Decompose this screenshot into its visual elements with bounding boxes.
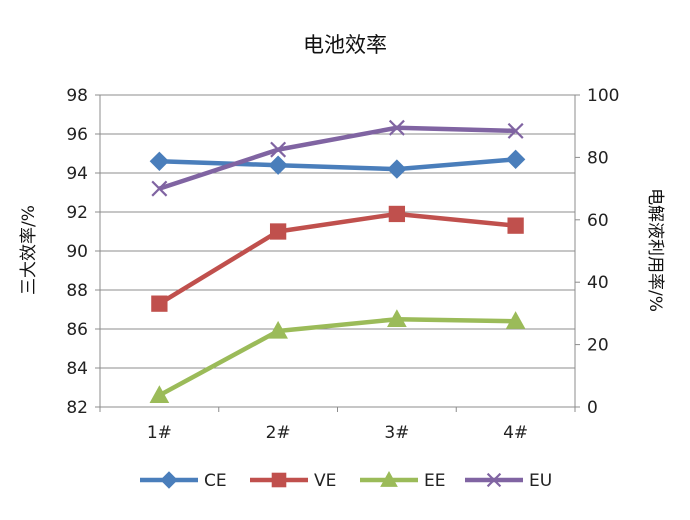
right-tick-label: 100 <box>587 86 619 106</box>
legend-item-CE: CE <box>140 471 227 491</box>
legend-item-EE: EE <box>360 470 445 491</box>
data-point-marker <box>160 471 178 489</box>
series-CE <box>149 149 526 179</box>
series-line <box>158 125 516 191</box>
data-point-marker <box>388 205 406 223</box>
data-point-marker <box>270 141 287 158</box>
data-point-marker <box>505 149 526 170</box>
left-tick-label: 88 <box>66 281 88 301</box>
legend-label: EE <box>424 471 445 491</box>
data-point-marker <box>505 311 526 329</box>
series-line <box>158 211 516 306</box>
axes <box>95 94 580 412</box>
right-tick-label: 60 <box>587 211 609 231</box>
left-axis-label: 三大效率/% <box>19 205 39 295</box>
data-point-marker <box>380 470 398 487</box>
data-point-marker <box>151 295 168 312</box>
legend-label: EU <box>529 471 552 491</box>
right-axis-label: 电解液利用率/% <box>645 188 665 312</box>
data-point-marker <box>388 119 405 136</box>
data-point-marker <box>507 217 524 234</box>
series-line <box>159 157 516 172</box>
left-tick-label: 96 <box>66 125 88 145</box>
data-point-marker <box>149 151 170 172</box>
left-tick-label: 84 <box>66 359 88 379</box>
left-tick-label: 98 <box>66 86 88 106</box>
left-tick-label: 90 <box>66 242 88 262</box>
series-VE <box>151 205 524 312</box>
data-point-marker <box>271 472 287 488</box>
legend: CE VE EE EU <box>140 470 552 491</box>
left-tick-label: 82 <box>66 398 88 418</box>
data-point-marker <box>268 155 288 175</box>
right-tick-label: 0 <box>587 398 598 418</box>
left-tick-label: 94 <box>66 164 88 184</box>
right-tick-label: 80 <box>587 148 609 168</box>
data-point-marker <box>387 309 407 327</box>
legend-label: CE <box>204 471 227 491</box>
data-point-marker <box>387 159 407 179</box>
x-axis-ticks: 1# 2# 3# 4# <box>147 423 528 443</box>
left-tick-label: 92 <box>66 203 88 223</box>
left-tick-label: 86 <box>66 320 88 340</box>
legend-item-VE: VE <box>250 471 336 491</box>
series-EU <box>151 119 524 197</box>
gridlines <box>100 94 575 408</box>
legend-label: VE <box>314 471 336 491</box>
data-point-marker <box>149 385 170 403</box>
left-axis-ticks: 82 84 86 88 90 92 94 96 98 <box>66 86 88 418</box>
series-EE <box>149 309 526 403</box>
right-tick-label: 40 <box>587 273 609 293</box>
x-tick-label: 4# <box>503 423 528 443</box>
data-point-marker <box>268 320 288 339</box>
x-tick-label: 2# <box>266 423 291 443</box>
chart-title: 电池效率 <box>303 33 387 57</box>
data-point-marker <box>486 472 502 488</box>
data-point-marker <box>151 180 168 197</box>
series-line <box>158 317 516 398</box>
x-tick-label: 3# <box>384 423 409 443</box>
series-group <box>149 119 526 403</box>
data-point-marker <box>269 223 287 240</box>
data-point-marker <box>507 122 524 139</box>
legend-item-EU: EU <box>465 471 552 491</box>
right-tick-label: 20 <box>587 336 609 356</box>
right-axis-ticks: 0 20 40 60 80 100 <box>587 86 619 418</box>
x-tick-label: 1# <box>147 423 172 443</box>
